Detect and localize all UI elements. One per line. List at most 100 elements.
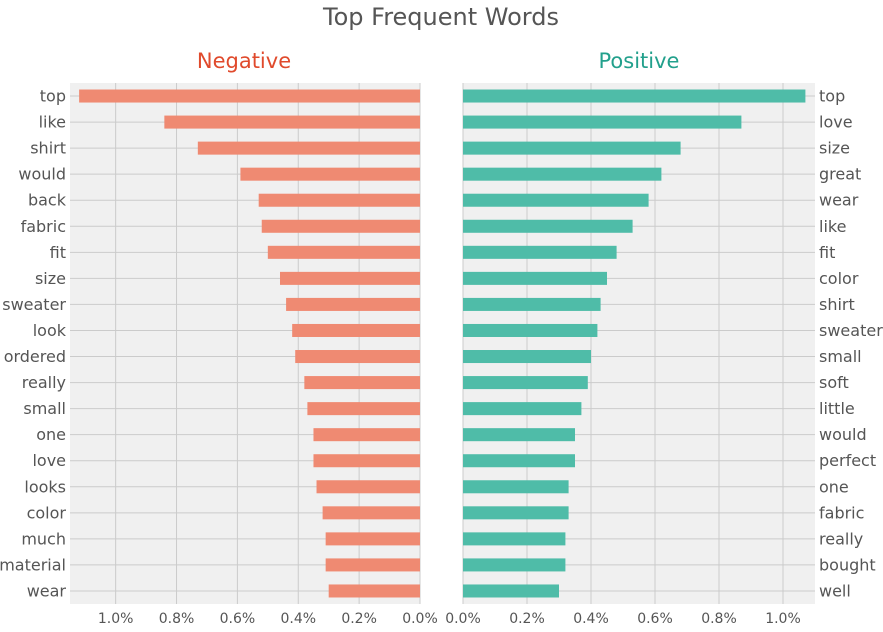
positive-bar [463, 245, 617, 259]
positive-category-label: perfect [819, 451, 876, 470]
positive-panel: 0.0% 0.2% 0.4% 0.6% 0.8% 1.0% top love size great… [445, 49, 883, 627]
positive-x-tick-label: 0.6% [637, 611, 673, 627]
positive-bar [463, 323, 598, 337]
positive-category-label: love [819, 113, 853, 132]
figure-title: Top Frequent Words [322, 3, 559, 31]
positive-category-label: wear [819, 191, 859, 210]
positive-bar [463, 506, 569, 520]
negative-bar [316, 480, 420, 494]
positive-x-tick-label: 0.0% [445, 611, 481, 627]
negative-bar [258, 193, 420, 207]
negative-x-tick-label: 0.0% [402, 611, 438, 627]
positive-plot-area [463, 83, 815, 604]
positive-category-label: would [819, 425, 867, 444]
positive-bar [463, 480, 569, 494]
positive-category-label: shirt [819, 295, 855, 314]
positive-category-label: sweater [819, 321, 883, 340]
negative-category-label: much [21, 529, 66, 548]
negative-panel-title: Negative [197, 49, 291, 73]
negative-category-label: look [33, 321, 67, 340]
negative-category-label: size [35, 269, 66, 288]
negative-bar [325, 558, 420, 572]
negative-category-label: wear [27, 581, 67, 600]
positive-category-label: fabric [819, 503, 864, 522]
positive-category-label: color [819, 269, 859, 288]
positive-bar [463, 350, 591, 364]
positive-bar [463, 454, 575, 468]
positive-bar [463, 402, 582, 416]
negative-bar [304, 376, 420, 390]
negative-category-label: small [23, 399, 66, 418]
positive-bar [463, 376, 588, 390]
negative-category-label: sweater [2, 295, 66, 314]
negative-bar [280, 271, 420, 285]
negative-bar [267, 245, 420, 259]
positive-x-tick-label: 0.4% [573, 611, 609, 627]
positive-category-label: like [819, 217, 846, 236]
negative-bar [79, 89, 420, 103]
negative-plot-area [70, 83, 420, 604]
positive-bar [463, 115, 742, 129]
negative-bar [261, 219, 420, 233]
positive-bar [463, 141, 681, 155]
negative-bar [313, 454, 420, 468]
negative-category-label: back [28, 191, 67, 210]
positive-bar [463, 532, 566, 546]
negative-bar [313, 428, 420, 442]
positive-bar [463, 271, 607, 285]
negative-bar [240, 167, 420, 181]
positive-category-label: soft [819, 373, 849, 392]
positive-bar [463, 584, 559, 598]
negative-x-tick-label: 1.0% [98, 611, 134, 627]
negative-category-label: looks [24, 477, 66, 496]
negative-bar [322, 506, 420, 520]
negative-category-label: would [18, 165, 66, 184]
positive-category-label: great [819, 165, 861, 184]
negative-x-tick-label: 0.4% [280, 611, 316, 627]
negative-category-label: really [22, 373, 66, 392]
negative-bar [295, 350, 420, 364]
positive-category-label: top [819, 87, 845, 106]
positive-bar [463, 297, 601, 311]
negative-bar [307, 402, 420, 416]
negative-category-label: material [0, 555, 66, 574]
negative-category-label: fit [50, 243, 66, 262]
positive-category-label: one [819, 477, 849, 496]
negative-category-label: like [39, 113, 66, 132]
negative-bar [328, 584, 420, 598]
negative-x-tick-label: 0.6% [220, 611, 256, 627]
positive-category-label: size [819, 139, 850, 158]
negative-category-label: fabric [21, 217, 66, 236]
negative-category-label: love [32, 451, 66, 470]
positive-bar [463, 193, 649, 207]
positive-panel-title: Positive [599, 49, 680, 73]
positive-category-label: fit [819, 243, 835, 262]
positive-category-label: really [819, 529, 863, 548]
negative-bar [286, 297, 420, 311]
negative-x-tick-label: 0.8% [159, 611, 195, 627]
positive-bar [463, 558, 566, 572]
positive-x-tick-label: 1.0% [765, 611, 801, 627]
positive-category-label: small [819, 347, 862, 366]
positive-category-label: bought [819, 555, 876, 574]
negative-bar [292, 323, 420, 337]
negative-x-tick-label: 0.2% [341, 611, 377, 627]
positive-category-label: well [819, 581, 851, 600]
positive-x-tick-label: 0.2% [509, 611, 545, 627]
negative-category-label: top [40, 87, 66, 106]
negative-panel: 1.0% 0.8% 0.6% 0.4% 0.2% 0.0% top like shirt woul… [0, 49, 438, 627]
positive-bar [463, 428, 575, 442]
negative-bar [197, 141, 420, 155]
positive-x-tick-label: 0.8% [701, 611, 737, 627]
positive-bar [463, 219, 633, 233]
negative-category-label: ordered [4, 347, 66, 366]
negative-category-label: shirt [30, 139, 66, 158]
negative-category-label: color [27, 503, 67, 522]
positive-bar [463, 89, 806, 103]
negative-bar [325, 532, 420, 546]
positive-category-label: little [819, 399, 855, 418]
negative-bar [164, 115, 420, 129]
negative-category-label: one [36, 425, 66, 444]
